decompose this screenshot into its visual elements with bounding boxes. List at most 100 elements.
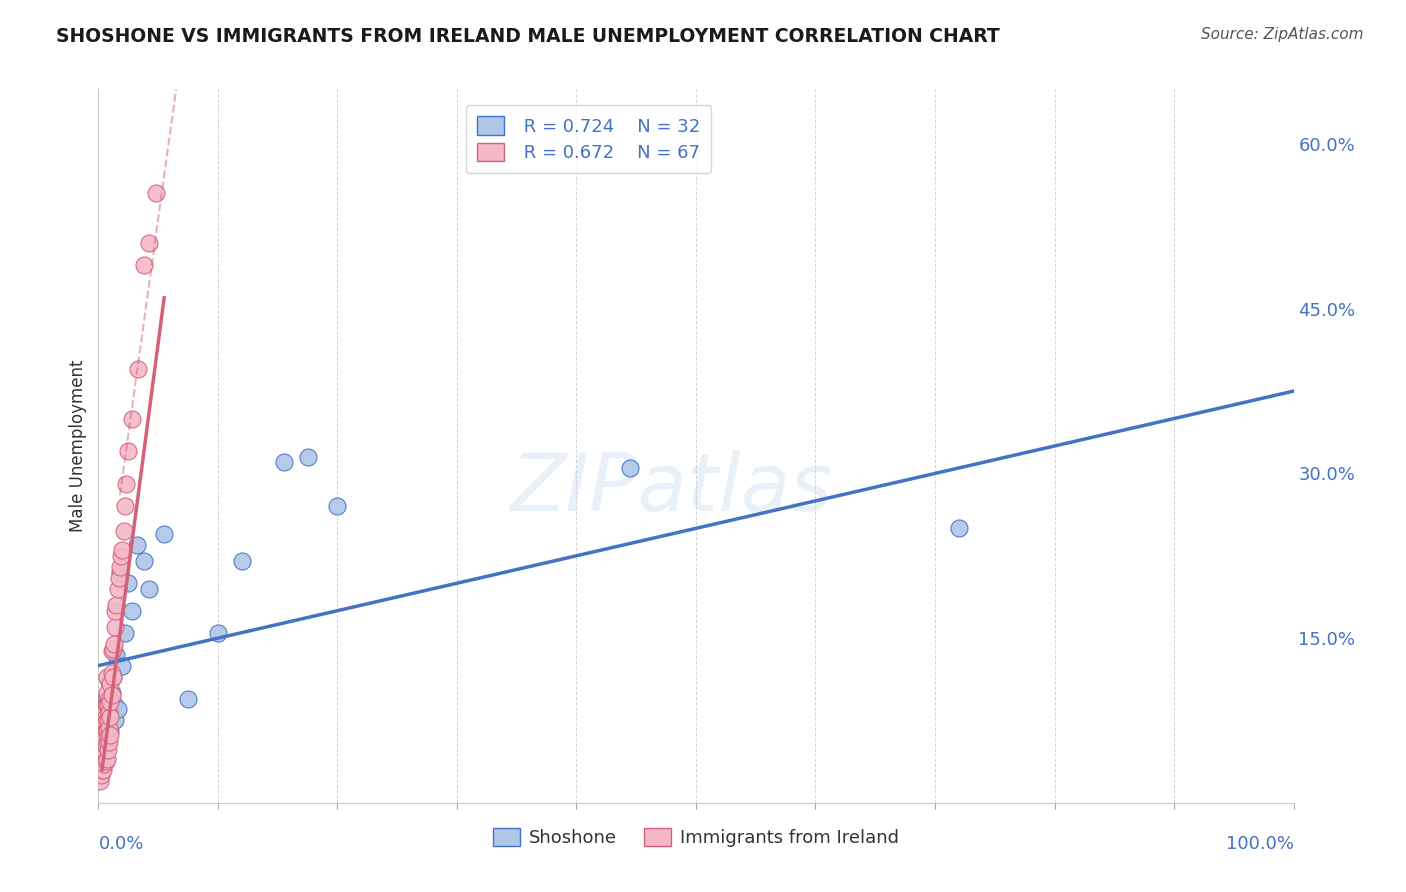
Point: [91, 763, 114, 777]
Point: [98, 710, 122, 724]
Point: [98, 706, 121, 720]
Point: [104, 604, 127, 618]
Text: ZIPatlas: ZIPatlas: [510, 450, 834, 528]
Point: [94, 739, 117, 753]
Point: [98, 702, 122, 716]
Point: [96, 714, 118, 728]
Point: [89, 773, 111, 788]
Point: [91, 747, 114, 761]
Point: [91, 719, 114, 733]
Point: [105, 648, 128, 662]
Point: [91, 719, 114, 733]
Point: [97, 730, 120, 744]
Point: [132, 554, 155, 568]
Point: [104, 714, 127, 728]
Point: [93, 730, 115, 744]
Text: 0.0%: 0.0%: [98, 835, 143, 853]
Point: [108, 566, 131, 580]
Point: [90, 768, 112, 782]
Point: [127, 362, 149, 376]
Point: [101, 642, 124, 657]
Point: [89, 740, 111, 755]
Point: [100, 686, 122, 700]
Point: [112, 524, 135, 538]
Point: [98, 728, 122, 742]
Point: [297, 450, 319, 464]
Point: [96, 714, 118, 728]
Point: [153, 526, 176, 541]
Point: [114, 500, 136, 514]
Point: [97, 697, 120, 711]
Point: [94, 691, 117, 706]
Point: [98, 677, 122, 691]
Point: [91, 730, 114, 744]
Point: [96, 686, 118, 700]
Point: [619, 461, 641, 475]
Point: [91, 708, 114, 723]
Point: [117, 576, 139, 591]
Point: [93, 757, 115, 772]
Point: [91, 747, 114, 761]
Point: [231, 554, 253, 568]
Point: [90, 724, 112, 739]
Point: [121, 411, 143, 425]
Point: [98, 724, 122, 739]
Point: [89, 757, 111, 772]
Point: [111, 658, 134, 673]
Point: [94, 724, 117, 739]
Point: [98, 721, 121, 735]
Point: [98, 691, 121, 706]
Point: [138, 235, 160, 250]
Point: [105, 598, 128, 612]
Y-axis label: Male Unemployment: Male Unemployment: [69, 359, 87, 533]
Point: [177, 691, 200, 706]
Point: [101, 669, 124, 683]
Point: [93, 702, 115, 716]
Point: [97, 719, 120, 733]
Point: [110, 549, 132, 563]
Point: [94, 754, 117, 768]
Point: [100, 644, 122, 658]
Point: [100, 666, 122, 681]
Point: [107, 571, 129, 585]
Point: [207, 625, 229, 640]
Point: [94, 697, 117, 711]
Text: Source: ZipAtlas.com: Source: ZipAtlas.com: [1201, 27, 1364, 42]
Point: [107, 702, 129, 716]
Point: [97, 714, 120, 728]
Point: [103, 697, 125, 711]
Text: SHOSHONE VS IMMIGRANTS FROM IRELAND MALE UNEMPLOYMENT CORRELATION CHART: SHOSHONE VS IMMIGRANTS FROM IRELAND MALE…: [56, 27, 1000, 45]
Point: [948, 521, 970, 535]
Point: [326, 500, 349, 514]
Point: [98, 735, 121, 749]
Point: [100, 688, 122, 702]
Point: [138, 582, 160, 596]
Point: [96, 669, 118, 683]
Point: [107, 582, 129, 596]
Point: [91, 763, 114, 777]
Point: [94, 710, 117, 724]
Point: [96, 724, 118, 739]
Point: [103, 637, 125, 651]
Point: [96, 752, 118, 766]
Point: [98, 675, 121, 690]
Point: [117, 444, 139, 458]
Point: [93, 743, 115, 757]
Point: [90, 752, 112, 766]
Point: [101, 669, 124, 683]
Point: [97, 743, 120, 757]
Point: [125, 538, 148, 552]
Point: [115, 477, 138, 491]
Text: 100.0%: 100.0%: [1226, 835, 1294, 853]
Point: [108, 559, 131, 574]
Point: [93, 730, 115, 744]
Point: [273, 455, 295, 469]
Point: [132, 258, 155, 272]
Point: [91, 730, 114, 744]
Point: [114, 625, 136, 640]
Point: [96, 697, 118, 711]
Point: [111, 543, 134, 558]
Point: [90, 735, 112, 749]
Point: [96, 735, 118, 749]
Point: [98, 695, 122, 709]
